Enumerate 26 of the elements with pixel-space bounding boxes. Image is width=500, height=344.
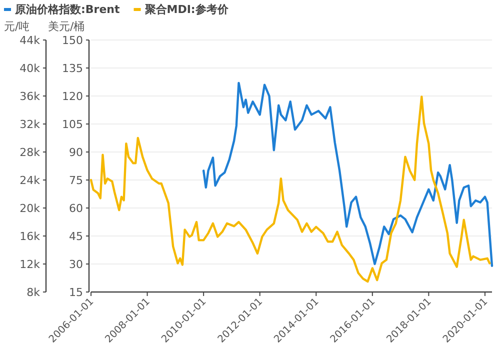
- y2-tick-label: 105: [62, 118, 83, 131]
- y-tick-label: 12k: [20, 258, 41, 271]
- y2-tick-label: 45: [69, 230, 83, 243]
- line-series: [202, 82, 494, 267]
- y-tick-label: 32k: [20, 118, 41, 131]
- y-axis-title: 元/吨: [4, 20, 30, 33]
- y-tick-label: 8k: [26, 286, 41, 299]
- y-tick-label: 24k: [20, 174, 41, 187]
- y2-tick-label: 60: [69, 202, 83, 215]
- line-series: [90, 96, 491, 283]
- y2-tick-label: 150: [62, 34, 83, 47]
- y-tick-label: 28k: [20, 146, 41, 159]
- legend-label: 原油价格指数:Brent: [14, 3, 120, 16]
- y-tick-label: 40k: [20, 62, 41, 75]
- y-tick-label: 36k: [20, 90, 41, 103]
- y2-tick-label: 15: [69, 286, 83, 299]
- y2-tick-label: 75: [69, 174, 83, 187]
- y-tick-label: 20k: [20, 202, 41, 215]
- y2-tick-label: 120: [62, 90, 83, 103]
- y-tick-label: 16k: [20, 230, 41, 243]
- y2-tick-label: 90: [69, 146, 83, 159]
- legend-label: 聚合MDI:参考价: [144, 3, 230, 16]
- y2-tick-label: 30: [69, 258, 83, 271]
- y2-tick-label: 135: [62, 62, 83, 75]
- y-tick-label: 44k: [20, 34, 41, 47]
- y2-axis-title: 美元/桶: [48, 20, 85, 33]
